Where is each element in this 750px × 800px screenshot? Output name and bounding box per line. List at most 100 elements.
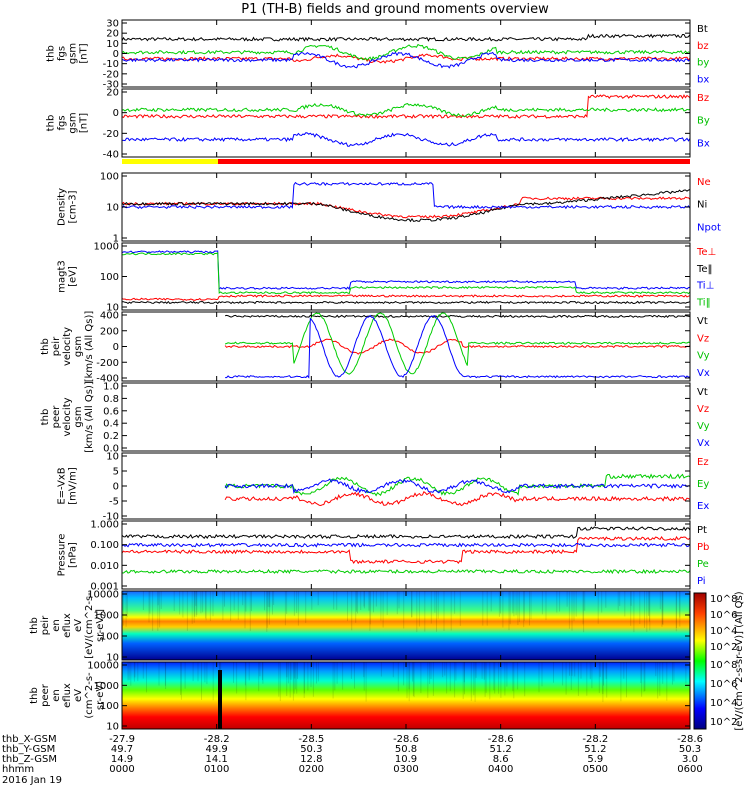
footer-value: 51.2: [584, 744, 606, 755]
ylabel-line: [eV/(cm^2-s-: [84, 592, 95, 659]
legend-Ez: Ez: [697, 457, 709, 468]
spectrogram-streak: [630, 591, 632, 626]
spectrogram-streak: [386, 591, 388, 616]
ytick-label: 10000: [87, 590, 119, 601]
ytick-label: 10: [106, 722, 119, 733]
ytick-label: 1.0: [103, 382, 119, 393]
ylabel-line: [nT]: [79, 113, 90, 133]
ylabel-line: fgs: [57, 115, 68, 130]
series-Pb: [121, 535, 691, 565]
spectrogram-streak: [500, 591, 501, 614]
legend-Vx: Vx: [697, 368, 710, 379]
spectrogram-streak: [297, 662, 298, 679]
series-Vx: [225, 314, 691, 379]
footer-value: -28.2: [204, 734, 230, 745]
ylabel-line: eV: [73, 619, 84, 632]
footer-value: -28.6: [393, 734, 419, 745]
legend-by: by: [697, 58, 709, 69]
spectrogram-streak: [412, 662, 414, 697]
spectrogram-streak: [565, 662, 567, 695]
spectrogram-streak: [515, 591, 517, 616]
spectrogram-streak: [278, 662, 280, 697]
spectrogram-streak: [123, 591, 125, 626]
ytick-label: 0.4: [103, 419, 119, 430]
spectrogram-streak: [662, 662, 664, 684]
spectrogram-streak: [289, 662, 291, 698]
spectrogram-streak: [268, 591, 270, 625]
spectrogram-streak: [173, 591, 175, 612]
footer-value: 50.3: [300, 744, 322, 755]
spectrogram-streak: [196, 591, 198, 615]
spectrogram-streak: [182, 591, 184, 618]
chart-title: P1 (TH-B) fields and ground moments over…: [241, 2, 549, 17]
spectrogram-streak: [290, 662, 292, 680]
spectrogram-streak: [396, 591, 398, 615]
spectrogram-streak: [284, 591, 286, 626]
ylabel-line: [km/s (All Qs)]: [84, 311, 95, 383]
spectrogram-streak: [575, 591, 577, 617]
legend-Vz: Vz: [697, 404, 709, 415]
spectrogram-streak: [373, 591, 374, 613]
spectrogram-streak: [662, 591, 664, 625]
footer-row-label: hhmm: [2, 764, 34, 775]
colorbar-tick: 10^2: [710, 642, 737, 653]
spectrogram-streak: [149, 591, 151, 614]
ytick-label: 10: [106, 203, 119, 214]
ytick-label: -30: [103, 80, 119, 91]
spectrogram-streak: [675, 591, 677, 629]
ylabel-line: E=-VxB: [57, 467, 68, 504]
spectrogram-streak: [506, 662, 508, 687]
panel-frame: [121, 382, 691, 452]
spectrogram-streak: [644, 662, 646, 691]
spectrogram-streak: [307, 662, 309, 691]
spectrogram-streak: [392, 662, 394, 678]
footer-value: 5.9: [587, 754, 603, 765]
spectrogram-streak: [360, 591, 362, 611]
footer-value: 14.1: [206, 754, 228, 765]
spectrogram-streak: [633, 591, 635, 633]
series-Bz: [121, 94, 691, 120]
spectrogram-streak: [513, 662, 515, 699]
legend-Pb: Pb: [697, 542, 709, 553]
spectrogram-streak: [146, 662, 147, 693]
spectrogram-streak: [369, 591, 371, 625]
spectrogram-streak: [244, 662, 246, 686]
spectrogram-streak: [640, 662, 642, 683]
spectrogram-streak: [233, 662, 234, 683]
legend-Ti‖: Ti‖: [696, 297, 711, 308]
spectrogram-streak: [293, 662, 295, 694]
spectrogram-streak: [242, 591, 244, 606]
spectrogram-streak: [553, 662, 554, 683]
footer-value: 8.6: [493, 754, 509, 765]
spectrogram-streak: [287, 662, 289, 684]
series-Te‖: [121, 300, 691, 305]
spectrogram-streak: [679, 591, 681, 627]
ylabel-line: [km/s (All Qs)]: [84, 381, 95, 453]
spectrogram-streak: [583, 591, 585, 633]
spectrogram-streak: [430, 591, 432, 624]
spectrogram-streak: [413, 662, 415, 698]
series-Npot: [121, 181, 691, 210]
ylabel-line: Density: [57, 188, 68, 226]
ytick-label: 0.2: [103, 431, 119, 442]
spectrogram-streak: [262, 662, 263, 681]
legend-bx: bx: [697, 74, 709, 85]
spectrogram-streak: [179, 591, 181, 615]
colorbar-tick: 10^2: [710, 717, 737, 728]
spectrogram-streak: [450, 591, 452, 631]
spectrogram-streak: [248, 662, 250, 681]
footer-table: thb_X-GSM -27.9 -28.2 -28.5 -28.6 -28.6 -28.2 -…: [2, 734, 703, 786]
legend-Vy: Vy: [697, 351, 710, 362]
series-bz: [121, 53, 691, 64]
ylabel-line: gsm: [73, 406, 84, 427]
spectrogram-streak: [598, 662, 600, 694]
ylabel-line: thb: [46, 115, 57, 132]
ytick-label: 0.0: [103, 444, 119, 455]
series-Te⊥: [121, 294, 691, 301]
spectrogram-streak: [128, 662, 130, 680]
ylabel-line: peir: [40, 615, 51, 635]
spectrogram-streak: [601, 591, 603, 613]
ytick-label: 0.010: [90, 561, 119, 572]
spectrogram-streak: [152, 591, 154, 631]
